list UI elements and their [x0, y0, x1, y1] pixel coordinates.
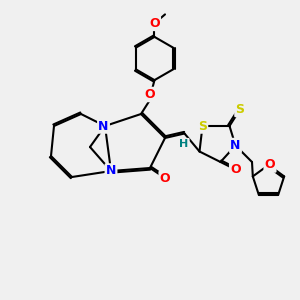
Text: O: O [149, 17, 160, 30]
Text: O: O [160, 172, 170, 185]
Text: S: S [236, 103, 244, 116]
Text: N: N [98, 119, 109, 133]
Text: S: S [198, 119, 207, 133]
Text: O: O [145, 88, 155, 101]
Text: H: H [179, 139, 188, 149]
Text: N: N [106, 164, 116, 178]
Text: O: O [230, 163, 241, 176]
Text: O: O [265, 158, 275, 172]
Text: N: N [230, 139, 241, 152]
